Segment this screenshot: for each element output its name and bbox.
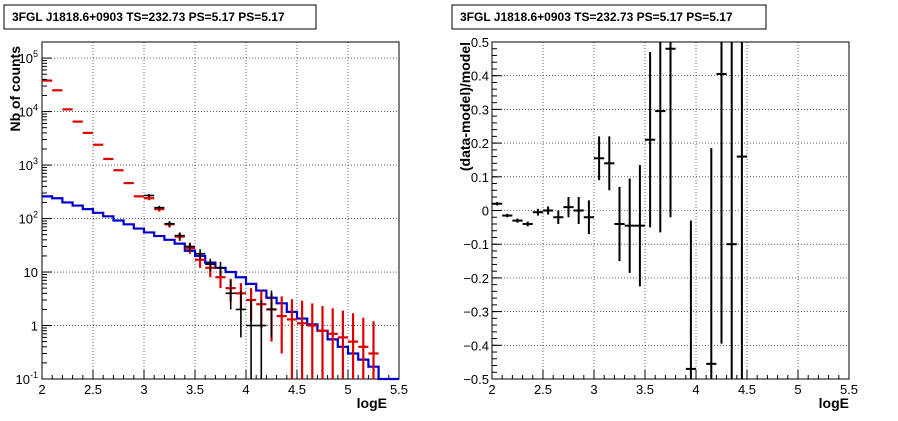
residuals-x-tick-label: 3	[590, 382, 597, 397]
residuals-x-tick-label: 4	[692, 382, 699, 397]
counts-x-tick-label: 4.5	[288, 382, 306, 397]
counts-y-tick-label: 102	[19, 210, 38, 227]
residuals-grid	[492, 42, 849, 379]
residuals-title: 3FGL J1818.6+0903 TS=232.73 PS=5.17 PS=5…	[460, 10, 733, 24]
residuals-y-tick-label: 0.5	[471, 35, 489, 50]
counts-x-tick-label: 3.5	[186, 382, 204, 397]
residuals-y-tick-label: −0.5	[463, 372, 489, 387]
counts-x-tick-label: 5	[344, 382, 351, 397]
residuals-y-tick-label: 0.2	[471, 136, 489, 151]
counts-y-tick-label: 103	[19, 156, 38, 173]
residuals-y-tick-label: −0.3	[463, 305, 489, 320]
counts-y-tick-label: 10-1	[16, 370, 38, 387]
counts-x-tick-label: 2.5	[84, 382, 102, 397]
residuals-x-tick-label: 2.5	[534, 382, 552, 397]
counts-y-tick-label: 1	[31, 319, 38, 334]
residuals-y-tick-label: 0	[482, 204, 489, 219]
residuals-y-axis-title: (data-model)/model	[457, 42, 473, 171]
residuals-x-tick-label: 2	[488, 382, 495, 397]
residuals-marks	[492, 42, 747, 379]
residuals-x-tick-label: 5.5	[840, 382, 858, 397]
residuals-y-tick-label: −0.4	[463, 338, 489, 353]
counts-marks	[42, 79, 399, 381]
counts-plot-frame	[41, 41, 400, 380]
counts-x-tick-label: 4	[242, 382, 249, 397]
residuals-x-axis-title: logE	[819, 395, 849, 411]
residuals-title-box	[451, 4, 767, 30]
counts-title: 3FGL J1818.6+0903 TS=232.73 PS=5.17 PS=5…	[12, 10, 285, 24]
residuals-y-tick-label: 0.3	[471, 102, 489, 117]
residuals-x-tick-label: 3.5	[636, 382, 654, 397]
counts-x-axis-title: logE	[357, 395, 387, 411]
residuals-y-tick-label: 0.1	[471, 170, 489, 185]
counts-x-tick-label: 3	[140, 382, 147, 397]
residuals-panel: 2 2.5 3 3.5 4 4.5 5 5.5 −0.5 −0.4 −0.3 −0.2 −0.1 0 0.1…	[451, 4, 858, 411]
residuals-x-tick-label: 4.5	[738, 382, 756, 397]
counts-y-axis-title: Nb of counts	[7, 46, 23, 132]
counts-title-box	[3, 4, 317, 30]
counts-x-tick-label: 2	[38, 382, 45, 397]
counts-x-tick-label: 5.5	[390, 382, 408, 397]
residuals-x-tick-label: 5	[794, 382, 801, 397]
residuals-axes: 2 2.5 3 3.5 4 4.5 5 5.5 −0.5 −0.4 −0.3 −0.2 −0.1 0 0.1…	[463, 35, 858, 397]
counts-y-tick-label: 10	[24, 265, 38, 280]
counts-grid	[42, 42, 399, 379]
residuals-y-tick-label: −0.1	[463, 237, 489, 252]
residuals-y-tick-label: −0.2	[463, 271, 489, 286]
residuals-y-tick-label: 0.4	[471, 69, 489, 84]
